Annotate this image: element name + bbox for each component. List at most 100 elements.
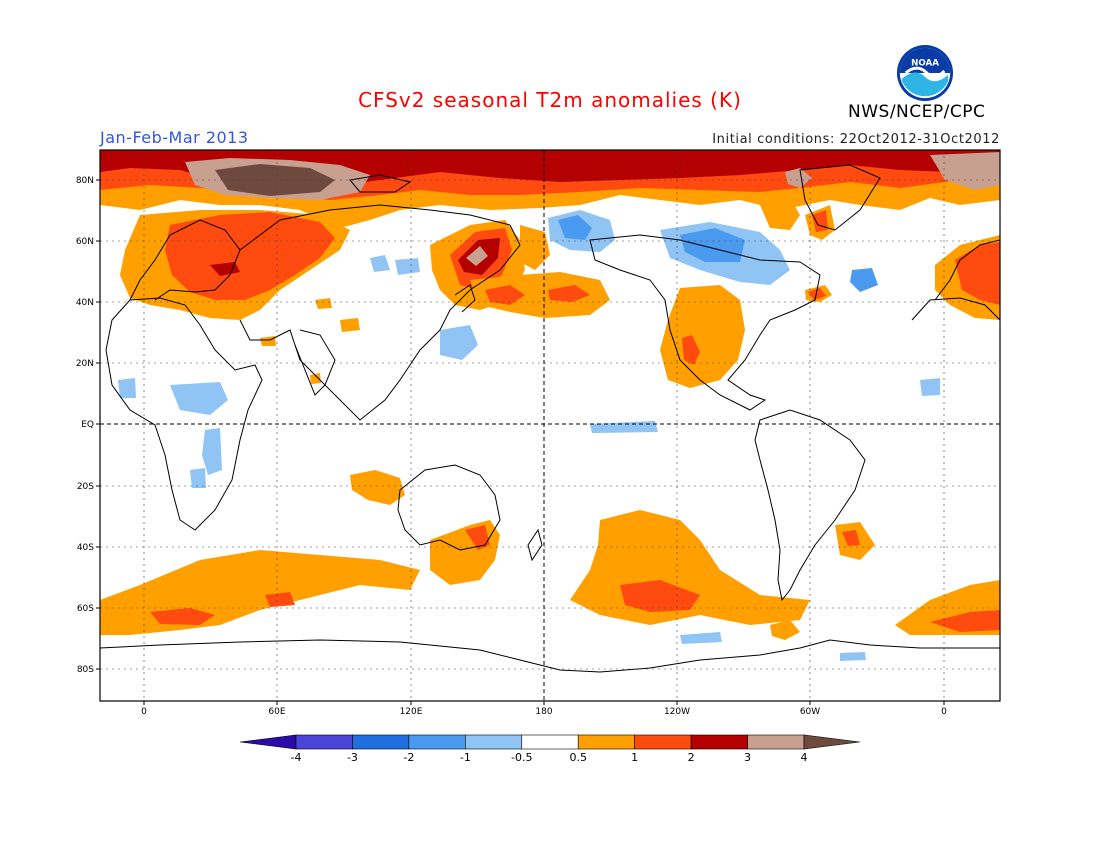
atlantic-cold: [850, 268, 878, 292]
colorbar-swatch: [408, 734, 466, 750]
lon-label: 120E: [400, 707, 423, 717]
asia-cold-small-2: [395, 258, 420, 275]
southern-ocean-strong-west: [150, 608, 215, 625]
lat-label: 20S: [77, 482, 94, 492]
southern-cold-1: [680, 632, 722, 644]
lon-label: 60W: [800, 707, 820, 717]
greenland-extreme-patch: [785, 168, 812, 188]
colorbar-swatch: [521, 734, 579, 750]
colorbar-label: -1: [460, 751, 471, 764]
colorbar-label: -2: [403, 751, 414, 764]
map-title: CFSv2 seasonal T2m anomalies (K): [358, 88, 742, 112]
colorbar-swatch: [577, 734, 635, 750]
coastline-arctic-islands: [349, 174, 412, 193]
lat-label: 60N: [76, 237, 94, 247]
coastline-australia: [397, 464, 501, 551]
lat-label: 80N: [76, 176, 94, 186]
map-frame: [99, 149, 1001, 702]
east-asia-extreme: [466, 246, 488, 266]
colorbar: -4 -3 -2 -1 -0.5 0.5 1 2 3 4: [239, 734, 861, 764]
north-pacific-strong-west: [485, 285, 525, 305]
cold-anomaly-regions: [118, 210, 940, 661]
colorbar-label: -4: [291, 751, 302, 764]
kamchatka-warm: [520, 225, 550, 270]
southern-ocean-strong-mid: [265, 592, 295, 607]
colorbar-swatch: [747, 734, 805, 750]
arctic-extreme-patch-east: [930, 152, 1000, 190]
initial-conditions-label: Initial conditions: 22Oct2012-31Oct2012: [712, 132, 1000, 147]
colorbar-swatch: [465, 734, 523, 750]
coastline-greenland: [799, 164, 881, 231]
colorbar-label: 0.5: [569, 751, 587, 764]
alaska-cold-core: [558, 215, 592, 240]
south-pacific-strong: [620, 580, 700, 612]
southern-ocean-strong-east: [930, 610, 1000, 632]
noaa-logo: NOAA: [896, 44, 954, 102]
south-america-warm: [770, 620, 800, 640]
lon-label: 180: [535, 707, 552, 717]
africa-cold-east: [170, 382, 228, 415]
coastline-north-america: [589, 234, 821, 411]
colorbar-max-arrow: [803, 734, 861, 750]
east-us-strong: [808, 288, 826, 300]
coastline-africa: [105, 297, 263, 531]
longitude-labels: 0 60E 120E 180 120W 60W 0: [141, 707, 947, 717]
africa-cold-south: [202, 428, 222, 475]
asia-small-warm-2: [340, 318, 360, 332]
colorbar-swatch: [690, 734, 748, 750]
colorbar-label: 4: [801, 751, 808, 764]
lat-label: 20N: [76, 359, 94, 369]
colorbar-swatch: [352, 734, 410, 750]
canada-warm: [760, 198, 800, 230]
colorbar-label: -3: [347, 751, 358, 764]
north-america-warm: [660, 285, 745, 388]
lat-label: 40S: [77, 543, 94, 553]
asia-small-warm-1: [315, 298, 332, 309]
colorbar-label: -0.5: [511, 751, 532, 764]
colorbar-label: 1: [631, 751, 638, 764]
eurasia-strong: [165, 212, 335, 300]
coastline-india: [294, 329, 336, 396]
colorbar-swatch: [634, 734, 692, 750]
north-pacific-strong-east: [548, 285, 590, 302]
southern-cold-2: [840, 652, 866, 661]
lat-label: 40N: [76, 298, 94, 308]
africa-cold-west: [118, 378, 136, 398]
africa-small-warm: [310, 373, 321, 384]
canada-cold-core: [680, 228, 745, 262]
colorbar-min-arrow: [239, 734, 297, 750]
europe-east-strong: [955, 242, 1000, 305]
coastlines: [100, 164, 1000, 673]
south-atlantic-strong: [842, 530, 860, 546]
lon-label: 60E: [268, 707, 285, 717]
lon-label: 0: [941, 707, 947, 717]
period-label: Jan-Feb-Mar 2013: [100, 128, 249, 147]
australia-south-strong: [465, 525, 490, 550]
eurasia-very-strong: [210, 262, 240, 276]
colorbar-swatch: [295, 734, 353, 750]
agency-label: NWS/NCEP/CPC: [848, 102, 986, 122]
europe-east-cold: [920, 378, 940, 396]
colorbar-label: 2: [688, 751, 695, 764]
coastline-africa-right: [911, 297, 1000, 321]
logo-text: NOAA: [911, 58, 939, 68]
coastline-japan: [454, 284, 476, 313]
coastline-europe: [129, 219, 241, 301]
map-field: [100, 150, 1000, 701]
graticule: [100, 150, 1000, 701]
longitude-ticks: [143, 701, 945, 705]
australia-north-warm: [350, 470, 405, 505]
coastline-south-america: [754, 409, 866, 602]
lon-label: 0: [141, 707, 147, 717]
lat-label: EQ: [81, 420, 94, 430]
africa-cold-southwest: [190, 468, 206, 488]
lat-label: 60S: [77, 604, 94, 614]
latitude-ticks: [96, 179, 100, 670]
warm-anomaly-regions: [100, 150, 1000, 640]
mexico-strong: [682, 335, 700, 365]
equator-dateline: [100, 150, 1000, 701]
coastline-antarctica: [100, 639, 1000, 673]
coastline-europe-right: [934, 239, 1000, 301]
asia-cold-small-1: [370, 255, 390, 272]
